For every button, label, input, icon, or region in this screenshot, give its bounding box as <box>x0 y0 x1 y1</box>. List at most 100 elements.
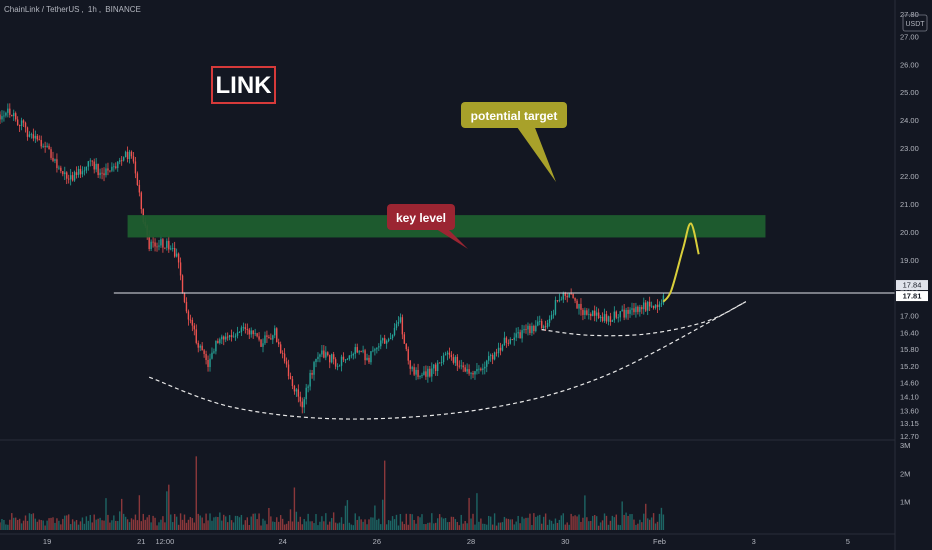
candle <box>660 299 663 308</box>
volume-bar <box>42 520 44 530</box>
candle-body <box>350 355 353 357</box>
link-title-frame <box>211 66 276 104</box>
volume-bar <box>201 517 203 530</box>
candle <box>305 383 307 405</box>
volume-bar <box>436 518 439 530</box>
candle <box>195 324 197 345</box>
volume-bar <box>132 519 135 530</box>
candle <box>50 146 52 160</box>
candle-body <box>60 167 62 172</box>
volume-bar <box>338 522 341 530</box>
candle <box>509 337 512 345</box>
candle <box>421 372 423 379</box>
candle-body <box>156 246 158 248</box>
volume-bar <box>550 520 553 530</box>
candle <box>111 162 113 173</box>
candle <box>560 296 563 301</box>
candle <box>52 151 54 163</box>
candle <box>574 297 576 304</box>
candle <box>372 346 374 353</box>
candle <box>58 165 60 170</box>
candle-body <box>289 376 292 380</box>
volume-bar <box>366 524 368 530</box>
volume-bar <box>134 514 137 530</box>
candle-body <box>160 239 162 246</box>
candle-body <box>122 157 125 161</box>
candle-body <box>609 316 612 322</box>
candle-body <box>58 167 60 169</box>
candle <box>364 348 366 365</box>
candle <box>240 325 243 337</box>
candle <box>631 302 633 316</box>
volume-bar <box>268 507 270 530</box>
candle <box>452 353 455 365</box>
time-tick-label: Feb <box>653 537 666 546</box>
candle-body <box>307 386 309 388</box>
candle <box>350 351 353 359</box>
candle <box>303 397 305 414</box>
candle-body <box>648 301 651 307</box>
volume-bar <box>662 514 665 530</box>
volume-bar <box>654 523 657 530</box>
volume-bar <box>40 520 42 530</box>
candle-body <box>615 311 617 318</box>
candle <box>619 310 621 322</box>
candle <box>444 351 447 356</box>
candle <box>232 331 235 338</box>
candle <box>22 119 25 127</box>
candle-body <box>278 342 280 345</box>
candle <box>276 327 278 343</box>
candle-body <box>232 336 235 338</box>
candle <box>615 310 617 320</box>
volume-bar <box>185 522 188 530</box>
candle <box>279 341 282 354</box>
candle <box>197 340 199 353</box>
candle <box>517 327 519 339</box>
candle <box>126 146 129 163</box>
volume-bar <box>539 514 541 530</box>
candle-body <box>85 166 88 171</box>
candle <box>525 324 527 334</box>
candle <box>71 171 74 182</box>
volume-bar <box>641 522 643 530</box>
candle-body <box>597 312 600 318</box>
volume-bar <box>548 519 551 530</box>
candle <box>503 331 506 346</box>
candle <box>295 388 298 397</box>
key-level-callout: key level <box>387 204 468 249</box>
candle <box>423 366 425 376</box>
candle <box>633 302 635 315</box>
volume-bar <box>433 523 435 530</box>
candle-body <box>305 387 307 400</box>
symbol-interval: 1h <box>87 5 97 14</box>
volume-bar <box>652 513 655 530</box>
candle-body <box>262 343 264 347</box>
candle <box>338 364 341 367</box>
volume-bar <box>458 525 460 530</box>
volume-bar <box>621 501 623 530</box>
candle <box>491 353 494 365</box>
candle <box>488 351 490 365</box>
candle-body <box>46 145 48 148</box>
volume-bar <box>101 520 103 530</box>
volume-bar <box>64 515 66 530</box>
volume-bar <box>544 513 547 530</box>
volume-bar <box>3 519 5 530</box>
candle-body <box>662 295 665 304</box>
volume-bar <box>370 517 372 530</box>
forecast-path <box>662 222 700 303</box>
candle-body <box>497 347 500 354</box>
candle <box>136 171 139 186</box>
candle <box>297 384 300 403</box>
candle-body <box>546 322 549 327</box>
volume-bar <box>9 519 11 530</box>
candle <box>211 347 213 360</box>
candle <box>274 325 276 339</box>
volume-bar <box>232 522 235 530</box>
candle-body <box>223 336 225 340</box>
candle-body <box>117 161 119 169</box>
candle-body <box>537 321 539 326</box>
candle <box>458 360 460 369</box>
candle-body <box>150 241 152 249</box>
